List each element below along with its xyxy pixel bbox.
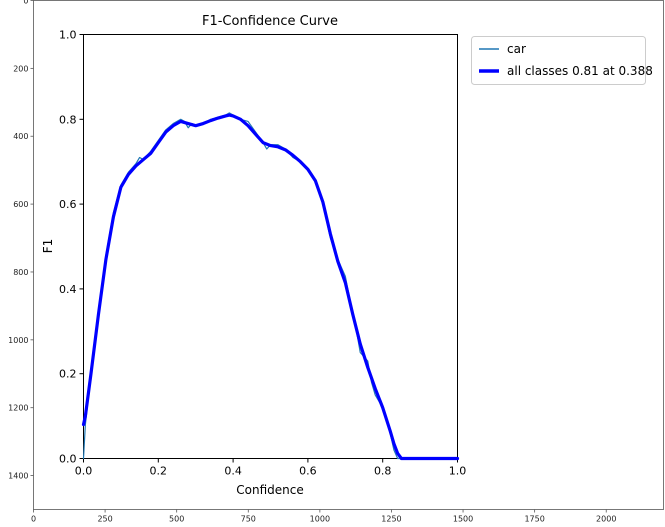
legend-label-all-classes: all classes 0.81 at 0.388 bbox=[507, 64, 653, 78]
inner-x-ticks: 0.0 0.2 0.4 0.6 0.8 1.0 bbox=[75, 458, 467, 478]
legend-box bbox=[471, 36, 646, 85]
x-tick-label: 0.4 bbox=[224, 465, 242, 478]
x-tick-label: 0.0 bbox=[75, 465, 93, 478]
y-tick-label: 0.8 bbox=[59, 113, 77, 126]
outer-y-ticks: 0 200 400 600 800 1000 1200 1400 bbox=[8, 0, 34, 481]
chart-title: F1-Confidence Curve bbox=[202, 14, 338, 29]
outer-x-ticks: 0 250 500 750 1000 1250 1500 1750 2000 bbox=[31, 509, 616, 524]
outer-x-tick-label: 750 bbox=[241, 515, 256, 524]
series-line-all-classes bbox=[81, 113, 460, 461]
y-tick-label: 0.6 bbox=[59, 198, 77, 211]
y-tick-label: 0.4 bbox=[59, 283, 77, 296]
outer-y-tick-label: 1000 bbox=[8, 336, 28, 345]
y-tick-label: 0.0 bbox=[59, 453, 77, 466]
outer-x-tick-label: 1000 bbox=[310, 515, 330, 524]
outer-x-tick-label: 1250 bbox=[381, 515, 401, 524]
x-tick-label: 0.2 bbox=[150, 465, 168, 478]
outer-y-tick-label: 600 bbox=[13, 200, 28, 209]
plot-area bbox=[83, 34, 458, 459]
outer-x-tick-label: 250 bbox=[97, 515, 112, 524]
legend-label-car: car bbox=[507, 42, 526, 56]
outer-y-tick-label: 1200 bbox=[8, 404, 28, 413]
y-tick-label: 0.2 bbox=[59, 368, 77, 381]
x-tick-label: 0.6 bbox=[299, 465, 317, 478]
outer-x-tick-label: 1500 bbox=[453, 515, 473, 524]
y-axis-title: F1 bbox=[41, 239, 55, 254]
outer-frame bbox=[33, 0, 664, 510]
series-layer bbox=[81, 112, 460, 461]
outer-y-tick-label: 0 bbox=[23, 0, 28, 6]
outer-y-tick-label: 800 bbox=[13, 268, 28, 277]
x-tick-label: 0.8 bbox=[374, 465, 392, 478]
outer-x-tick-label: 2000 bbox=[596, 515, 616, 524]
outer-y-tick-label: 1400 bbox=[8, 472, 28, 481]
outer-x-tick-label: 500 bbox=[169, 515, 184, 524]
outer-x-tick-label: 0 bbox=[31, 515, 36, 524]
legend: car all classes 0.81 at 0.388 bbox=[471, 36, 653, 85]
inner-y-ticks: 0.0 0.2 0.4 0.6 0.8 1.0 bbox=[59, 29, 84, 466]
outer-x-tick-label: 1750 bbox=[524, 515, 544, 524]
outer-y-tick-label: 400 bbox=[13, 132, 28, 141]
x-tick-label: 1.0 bbox=[449, 465, 467, 478]
outer-axes: 0 250 500 750 1000 1250 1500 1750 2000 0 200 400 60… bbox=[8, 0, 664, 524]
x-axis-title: Confidence bbox=[236, 483, 303, 497]
y-tick-label: 1.0 bbox=[59, 29, 77, 42]
outer-y-tick-label: 200 bbox=[13, 64, 28, 73]
inner-chart: F1-Confidence Curve 0.0 0.2 0.4 0.6 0.8 1.0 0… bbox=[41, 14, 466, 497]
